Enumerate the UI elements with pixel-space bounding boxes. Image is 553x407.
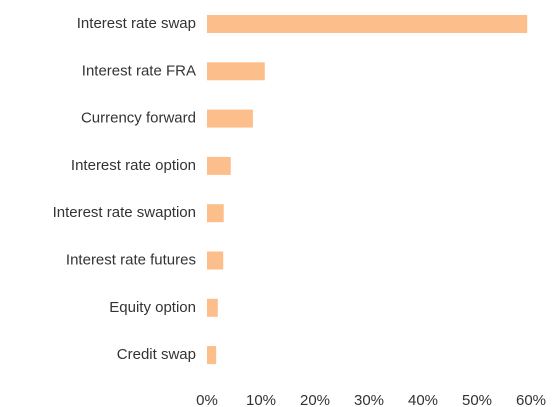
y-tick-label: Equity option <box>109 299 196 316</box>
bar <box>207 251 224 270</box>
x-tick-label: 10% <box>246 392 276 407</box>
y-tick-label: Interest rate futures <box>66 251 196 268</box>
bar <box>207 109 253 128</box>
y-tick-label: Interest rate FRA <box>82 62 196 79</box>
y-tick-label: Interest rate swap <box>77 15 196 32</box>
bar <box>207 346 217 365</box>
y-tick-label: Currency forward <box>81 110 196 127</box>
y-tick-label: Interest rate swaption <box>53 204 196 221</box>
bar <box>207 156 231 175</box>
bar <box>207 298 218 317</box>
x-tick-label: 20% <box>300 392 330 407</box>
bar <box>207 62 265 81</box>
x-tick-label: 30% <box>354 392 384 407</box>
x-tick-label: 50% <box>462 392 492 407</box>
bar <box>207 204 224 223</box>
bar <box>207 15 528 33</box>
x-tick-label: 0% <box>196 392 218 407</box>
y-tick-label: Credit swap <box>117 346 196 363</box>
y-tick-label: Interest rate option <box>71 157 196 174</box>
x-tick-label: 60% <box>516 392 546 407</box>
x-tick-label: 40% <box>408 392 438 407</box>
